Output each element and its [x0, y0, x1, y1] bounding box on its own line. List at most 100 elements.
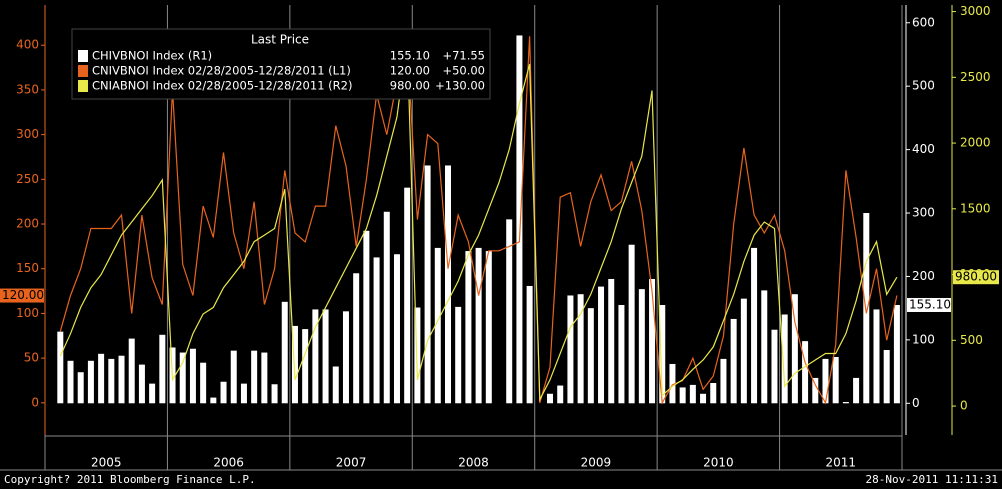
- bar: [649, 278, 656, 404]
- bar: [281, 301, 288, 404]
- bar: [475, 247, 482, 404]
- x-tick-label: 2011: [826, 456, 857, 470]
- x-tick-label: 2006: [213, 456, 244, 470]
- legend-name: CNIVBNOI Index 02/28/2005-12/28/2011 (L1…: [92, 64, 351, 78]
- bar: [373, 257, 380, 404]
- bar: [118, 355, 125, 404]
- bar: [302, 329, 309, 404]
- legend-swatch: [78, 65, 88, 77]
- bar: [455, 306, 462, 404]
- x-tick-label: 2007: [336, 456, 367, 470]
- bar: [516, 35, 523, 404]
- bar: [689, 384, 696, 404]
- bar: [414, 307, 421, 404]
- bar: [557, 385, 564, 404]
- y-tick-label: 300: [16, 127, 39, 141]
- bar: [883, 350, 890, 404]
- y2-tick-label: 500: [912, 79, 935, 93]
- y2-tick-label: 100: [912, 332, 935, 346]
- bar: [87, 360, 94, 404]
- bar: [547, 393, 554, 404]
- x-tick-label: 2005: [91, 456, 122, 470]
- bar: [832, 356, 839, 404]
- bar: [271, 384, 278, 404]
- bar: [802, 341, 809, 404]
- y3-tick-label: 3000: [960, 4, 991, 18]
- bar: [842, 402, 849, 404]
- bar: [240, 383, 247, 404]
- last-value-label: 980.00: [955, 270, 997, 284]
- bar: [291, 325, 298, 404]
- y2-tick-label: 400: [912, 142, 935, 156]
- bar: [312, 309, 319, 404]
- bar: [893, 304, 900, 404]
- bar: [608, 278, 615, 404]
- bar: [720, 358, 727, 404]
- bar: [526, 285, 533, 404]
- x-tick-label: 2010: [703, 456, 734, 470]
- footer-right: 28-Nov-2011 11:11:31: [866, 473, 998, 486]
- bar: [98, 353, 105, 404]
- bar: [434, 247, 441, 404]
- bar: [812, 377, 819, 404]
- last-value-label: 120.00: [2, 288, 44, 302]
- bar: [730, 318, 737, 404]
- legend-last: 120.00: [390, 64, 430, 78]
- bar: [485, 251, 492, 404]
- y-tick-label: 200: [16, 217, 39, 231]
- legend-swatch: [78, 80, 88, 92]
- bar: [159, 334, 166, 404]
- bar: [57, 331, 64, 404]
- x-tick-label: 2008: [458, 456, 489, 470]
- y-tick-label: 350: [16, 82, 39, 96]
- bar: [404, 187, 411, 404]
- legend-last: 155.10: [390, 49, 430, 63]
- bar: [261, 352, 268, 404]
- bar: [363, 230, 370, 404]
- last-value-tag: [0, 288, 44, 303]
- bar: [210, 397, 217, 404]
- bar: [710, 382, 717, 404]
- legend-box: [71, 28, 491, 100]
- bar: [751, 247, 758, 404]
- bar: [128, 338, 135, 404]
- bar: [669, 363, 676, 404]
- bar: [220, 381, 227, 404]
- bar: [863, 213, 870, 404]
- bar: [108, 358, 115, 404]
- legend-change: +130.00: [435, 79, 485, 93]
- bar: [332, 366, 339, 404]
- bar: [444, 165, 451, 404]
- footer-left: Copyright? 2011 Bloomberg Finance L.P.: [4, 473, 256, 486]
- legend-swatch: [78, 50, 88, 62]
- legend-change: +71.55: [442, 49, 485, 63]
- bar: [873, 309, 880, 404]
- y2-tick-label: 300: [912, 206, 935, 220]
- y-tick-label: 150: [16, 261, 39, 275]
- bar: [200, 362, 207, 404]
- bar: [342, 311, 349, 404]
- bar: [149, 383, 156, 404]
- bar: [322, 309, 329, 404]
- bar: [781, 314, 788, 404]
- bar: [740, 298, 747, 404]
- last-value-tag: [907, 297, 951, 312]
- legend-header: Last Price: [251, 33, 309, 47]
- y-tick-label: 250: [16, 172, 39, 186]
- y3-tick-label: 0: [960, 399, 968, 413]
- bar: [251, 350, 258, 404]
- bar: [567, 295, 574, 404]
- y2-tick-label: 600: [912, 15, 935, 29]
- bar: [353, 273, 360, 404]
- bar: [77, 372, 84, 404]
- y-tick-label: 400: [16, 38, 39, 52]
- bar: [465, 251, 472, 404]
- bar: [771, 329, 778, 404]
- y3-tick-label: 2500: [960, 70, 991, 84]
- bar: [506, 219, 513, 404]
- y-tick-label: 0: [31, 395, 39, 409]
- y3-tick-label: 500: [960, 333, 983, 347]
- bar: [628, 244, 635, 404]
- bar: [189, 348, 196, 404]
